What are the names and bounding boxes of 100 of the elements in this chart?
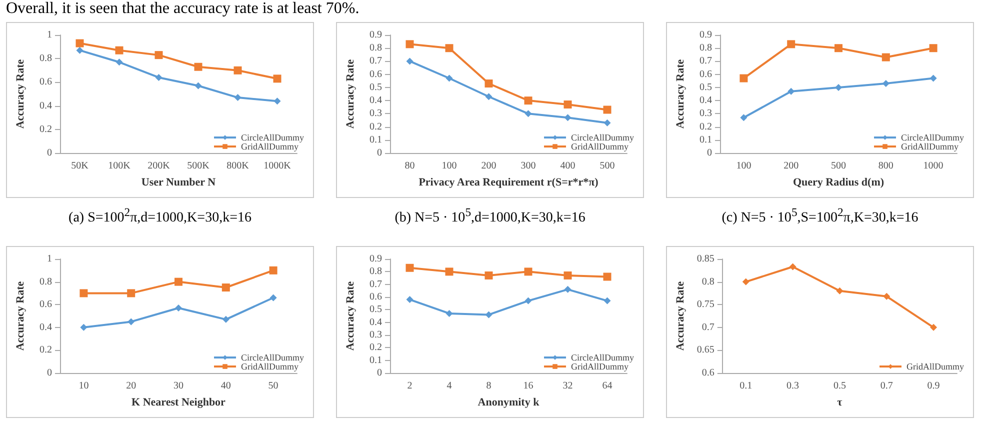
x-tick-label: 500K <box>187 160 210 172</box>
y-tick-label: 0.3 <box>700 108 712 120</box>
y-tick-label: 0.2 <box>370 121 382 132</box>
y-tick-label: 0.4 <box>40 322 52 333</box>
legend-label: CircleAllDummy <box>571 132 634 142</box>
legend-label: GridAllDummy <box>241 362 300 372</box>
y-axis-title: Accuracy Rate <box>674 59 686 129</box>
legend-label: GridAllDummy <box>571 362 630 372</box>
y-tick-label: 0.8 <box>700 42 712 54</box>
point <box>175 304 182 312</box>
y-tick-label: 0.9 <box>370 30 382 40</box>
point <box>76 46 84 54</box>
x-tick-label: 10 <box>78 380 89 392</box>
x-tick-label: 50K <box>71 160 90 172</box>
point <box>115 46 124 54</box>
y-tick-label: 0.8 <box>40 276 52 288</box>
x-tick-label: 0.1 <box>740 380 752 392</box>
y-axis-title: Accuracy Rate <box>14 59 26 129</box>
y-axis-title: Accuracy Rate <box>674 281 686 351</box>
point <box>406 264 414 272</box>
x-tick-label: 100K <box>108 160 132 172</box>
x-tick-label: 40 <box>220 380 231 392</box>
x-axis-title: K Nearest Neighbor <box>132 396 226 408</box>
point <box>524 268 532 276</box>
y-tick-label: 0.7 <box>370 278 382 290</box>
point <box>406 296 414 304</box>
point <box>116 58 123 66</box>
x-tick-label: 0.3 <box>786 380 800 392</box>
y-tick-label: 0.1 <box>370 134 382 146</box>
x-tick-label: 1000K <box>264 160 292 172</box>
y-axis-title: Accuracy Rate <box>344 281 356 351</box>
point <box>485 93 492 100</box>
y-tick-label: 0.2 <box>700 121 712 132</box>
point <box>406 40 414 48</box>
y-tick-label: 0.85 <box>696 254 714 264</box>
point <box>154 51 163 60</box>
point <box>269 266 278 274</box>
x-tick-label: 0.5 <box>833 380 846 392</box>
x-tick-label: 0.9 <box>927 380 940 392</box>
x-tick-label: 200 <box>784 160 799 172</box>
y-tick-label: 0.75 <box>696 299 714 310</box>
text: (b) N=5 · 10$^{5}$,d=1000,K=30,k=16 <box>394 206 586 227</box>
point <box>406 58 414 65</box>
x-axis-title: Query Radius d(m) <box>792 176 884 188</box>
y-tick-label: 0 <box>377 368 382 378</box>
y-tick-label: 0.8 <box>40 53 52 64</box>
point <box>564 286 572 293</box>
point <box>524 96 532 105</box>
point <box>742 278 750 286</box>
x-axis-title: Anonymity k <box>478 396 540 408</box>
y-tick-label: 0.1 <box>700 134 712 146</box>
x-tick-label: 800 <box>878 160 894 172</box>
x-tick-label: 800K <box>226 160 250 172</box>
point <box>788 88 795 95</box>
legend-label: GridAllDummy <box>906 362 964 372</box>
y-tick-label: 0 <box>47 148 52 158</box>
y-axis-title: Accuracy Rate <box>344 59 356 129</box>
y-tick-label: 0.8 <box>370 266 382 278</box>
text: (c) N=5 · 10$^{5}$,S=100$^{2}$π,K=30,k=16 <box>720 206 920 227</box>
point <box>564 271 572 280</box>
y-tick-label: 0.6 <box>40 299 52 310</box>
y-tick-label: 0 <box>377 148 382 158</box>
point <box>80 324 88 331</box>
y-tick-label: 0.7 <box>702 322 714 333</box>
point <box>128 318 135 326</box>
point <box>835 84 842 91</box>
legend-label: GridAllDummy <box>901 142 960 152</box>
point <box>524 297 532 304</box>
point <box>930 324 938 331</box>
y-tick-label: 0.2 <box>370 342 382 354</box>
y-tick-label: 0.1 <box>370 354 382 366</box>
point <box>80 289 88 298</box>
y-tick-label: 0.8 <box>370 42 382 54</box>
x-tick-label: 300 <box>520 160 536 172</box>
y-tick-label: 0.6 <box>702 368 714 378</box>
point <box>234 66 242 74</box>
point <box>930 74 937 82</box>
point <box>270 294 277 302</box>
point <box>834 44 842 52</box>
x-tick-label: 32 <box>562 380 573 392</box>
point <box>836 287 844 294</box>
point <box>273 74 282 83</box>
point <box>882 80 890 88</box>
y-tick-label: 0.4 <box>370 316 382 328</box>
y-axis-title: Accuracy Rate <box>14 281 26 351</box>
y-tick-label: 0.7 <box>370 56 382 67</box>
point <box>155 74 162 81</box>
x-tick-label: 100 <box>736 160 752 172</box>
y-tick-label: 0 <box>707 148 712 158</box>
legend-label: CircleAllDummy <box>241 352 304 362</box>
point <box>274 98 281 105</box>
point <box>882 53 890 62</box>
x-tick-label: 50 <box>268 380 278 392</box>
point <box>484 80 493 88</box>
legend-label: CircleAllDummy <box>901 132 964 142</box>
point <box>564 114 572 122</box>
y-tick-label: 0.2 <box>40 124 52 135</box>
legend-label: CircleAllDummy <box>241 132 304 142</box>
y-tick-label: 0.65 <box>696 344 714 356</box>
point <box>234 94 242 102</box>
